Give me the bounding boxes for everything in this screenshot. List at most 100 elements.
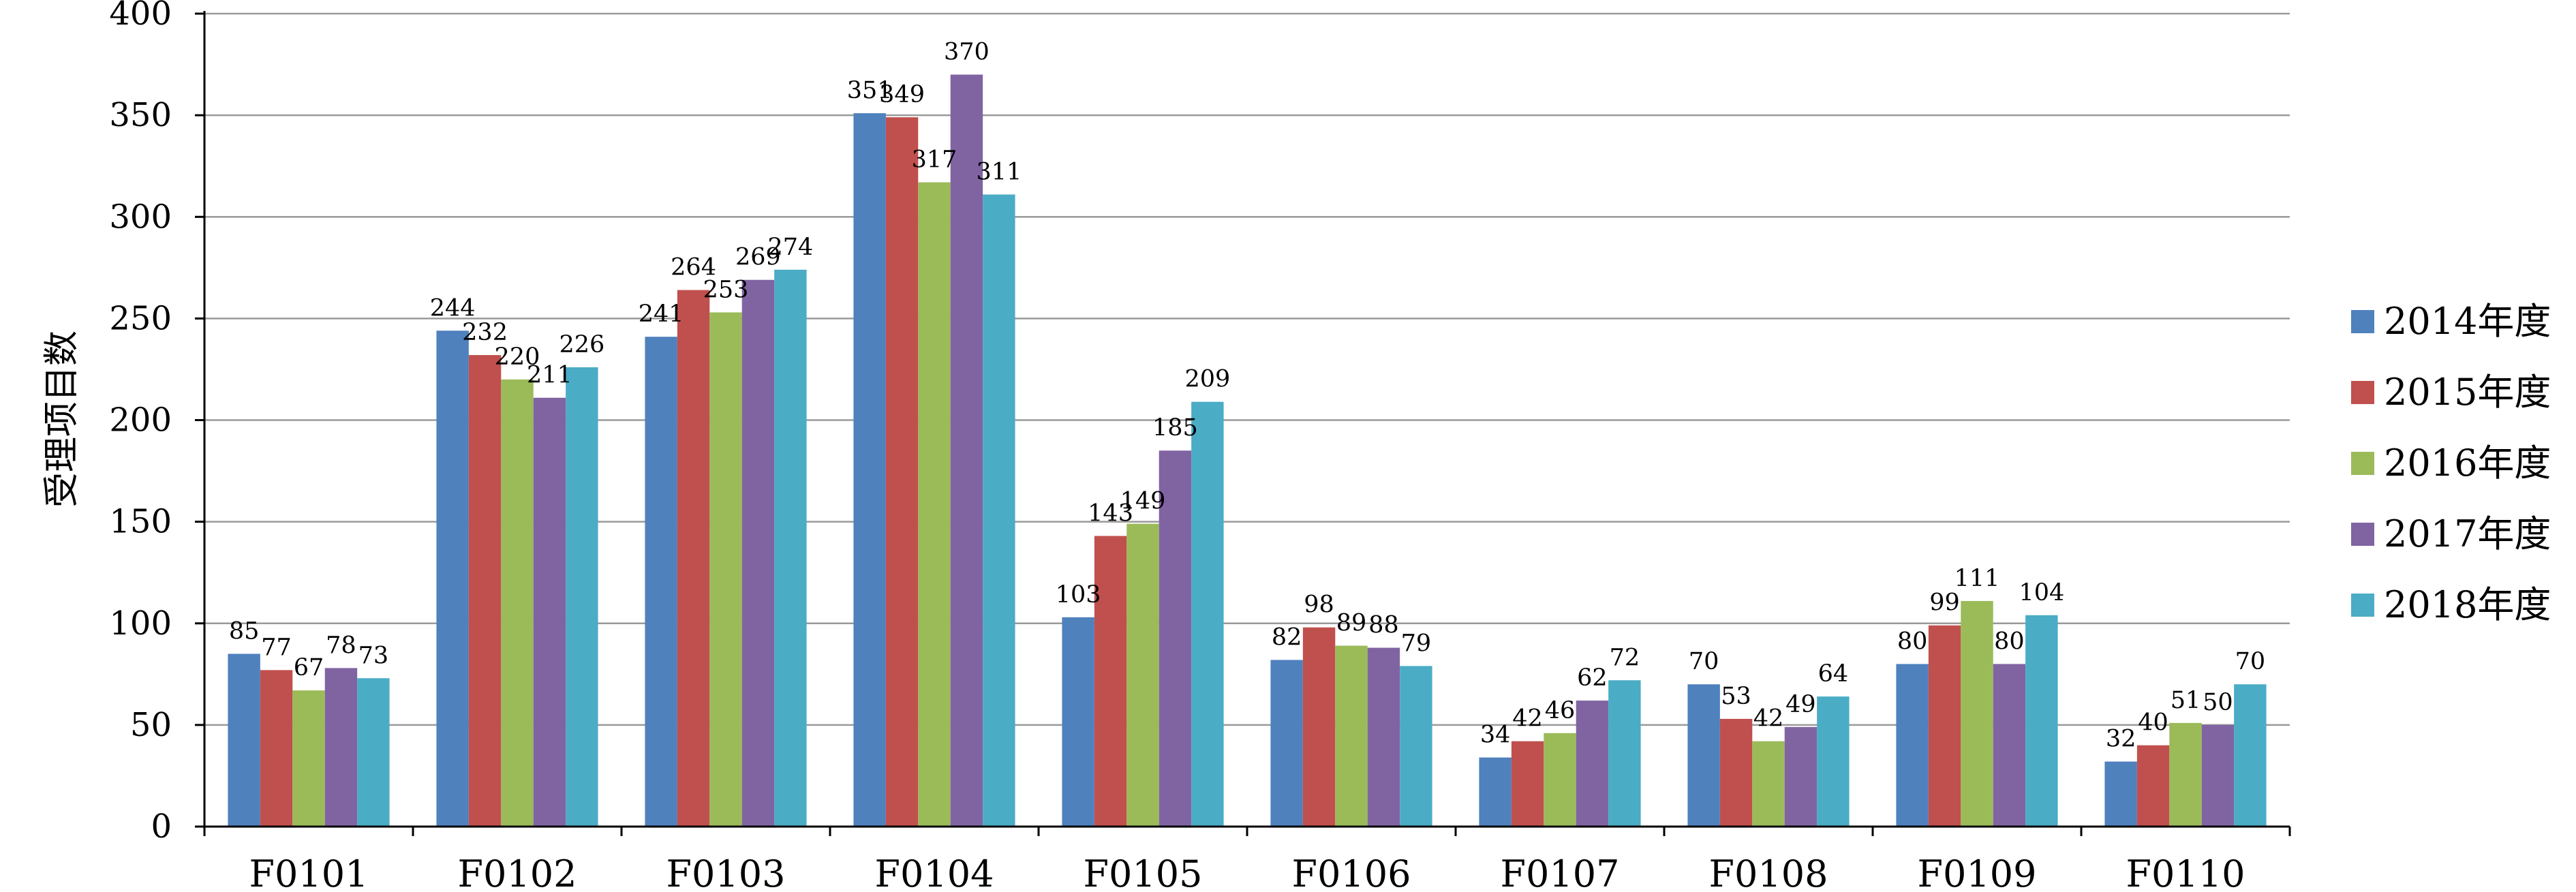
data-label: 370 (944, 38, 990, 65)
x-tick-label: F0103 (666, 852, 786, 889)
bar (1719, 718, 1753, 827)
y-tick-label: 400 (109, 0, 172, 33)
data-label: 253 (703, 276, 749, 303)
x-tick-label: F0105 (1084, 852, 1203, 889)
data-label: 78 (326, 632, 356, 659)
bar (1993, 664, 2026, 827)
bar (645, 337, 677, 827)
bar (677, 290, 710, 827)
data-label: 349 (879, 81, 925, 108)
y-tick-label: 250 (109, 299, 172, 337)
bar (1608, 680, 1641, 827)
bar (1367, 647, 1400, 827)
data-label: 50 (2203, 689, 2233, 716)
data-label: 80 (1994, 628, 2025, 655)
legend: 2014年度 2015年度 2016年度 2017年度 2018年度 (2351, 300, 2551, 626)
bar (533, 397, 566, 827)
bar (1479, 757, 1512, 827)
bar (468, 355, 502, 827)
y-tick-label: 0 (151, 808, 172, 846)
data-label: 53 (1721, 683, 1751, 710)
data-label: 111 (1954, 565, 2000, 592)
data-label: 85 (229, 617, 260, 645)
data-label: 89 (1336, 610, 1367, 637)
data-label: 226 (559, 331, 604, 358)
legend-label: 2017年度 (2384, 512, 2551, 555)
data-label: 77 (261, 634, 292, 661)
data-label: 70 (1689, 648, 1719, 675)
bar (1817, 696, 1850, 827)
bar (1126, 523, 1159, 827)
data-label: 46 (1545, 697, 1576, 724)
data-label: 311 (976, 158, 1022, 185)
data-label: 185 (1152, 414, 1198, 442)
bar (741, 279, 775, 827)
bar (1335, 645, 1368, 827)
data-label: 42 (1512, 705, 1543, 733)
legend-label: 2018年度 (2384, 583, 2551, 626)
bar (357, 678, 390, 827)
data-label: 103 (1056, 581, 1101, 609)
data-label: 88 (1368, 612, 1399, 639)
data-label: 209 (1184, 366, 1230, 393)
bar (885, 117, 919, 827)
bar (2025, 615, 2058, 827)
y-tick-label: 200 (109, 401, 172, 440)
data-label: 51 (2171, 687, 2201, 714)
data-label: 220 (495, 343, 540, 371)
y-tick-label: 300 (109, 198, 172, 236)
data-label: 72 (1610, 644, 1640, 671)
data-label: 82 (1272, 624, 1302, 651)
legend-swatch (2351, 452, 2374, 475)
data-label: 244 (430, 294, 476, 322)
bar (2104, 761, 2137, 827)
bar (501, 379, 534, 827)
legend-label: 2014年度 (2384, 300, 2551, 343)
bar (436, 330, 469, 827)
data-label: 104 (2019, 579, 2064, 606)
bar (2234, 684, 2267, 827)
bars (228, 74, 2267, 827)
x-tick-label: F0104 (875, 852, 994, 889)
legend-swatch (2351, 310, 2374, 333)
bar (292, 690, 325, 827)
data-label: 99 (1929, 589, 1960, 617)
bar (1094, 536, 1127, 827)
bar (1270, 660, 1303, 827)
x-tick-label: F0107 (1501, 852, 1620, 889)
bar (1961, 600, 1993, 827)
bar (983, 194, 1015, 827)
data-label: 67 (294, 654, 324, 681)
bar (1302, 627, 1336, 827)
y-tick-label: 50 (130, 706, 172, 744)
data-label: 32 (2106, 726, 2136, 753)
data-label: 79 (1401, 630, 1432, 657)
bar (1784, 726, 1818, 827)
bar (1752, 741, 1785, 827)
bar (1159, 450, 1192, 827)
x-tick-label: F0102 (458, 852, 577, 889)
x-tick-label: F0101 (249, 852, 369, 889)
data-label: 351 (847, 77, 893, 104)
data-label: 211 (527, 362, 572, 389)
y-axis-title: 受理项目数 (42, 330, 82, 508)
data-label: 70 (2235, 648, 2266, 675)
data-label: 269 (735, 244, 781, 271)
bar (1896, 664, 1929, 827)
data-label: 149 (1120, 488, 1166, 515)
x-tick-label: F0109 (1918, 852, 2037, 889)
bar (260, 670, 293, 827)
bar (228, 653, 260, 827)
data-label: 49 (1785, 691, 1816, 718)
bar (950, 74, 983, 827)
bar (1687, 684, 1720, 827)
x-tick-label: F0110 (2126, 852, 2245, 889)
x-tick-label: F0106 (1292, 852, 1411, 889)
data-label: 73 (358, 642, 389, 669)
data-label: 34 (1480, 722, 1511, 749)
bar (853, 113, 886, 827)
bar (324, 668, 358, 827)
